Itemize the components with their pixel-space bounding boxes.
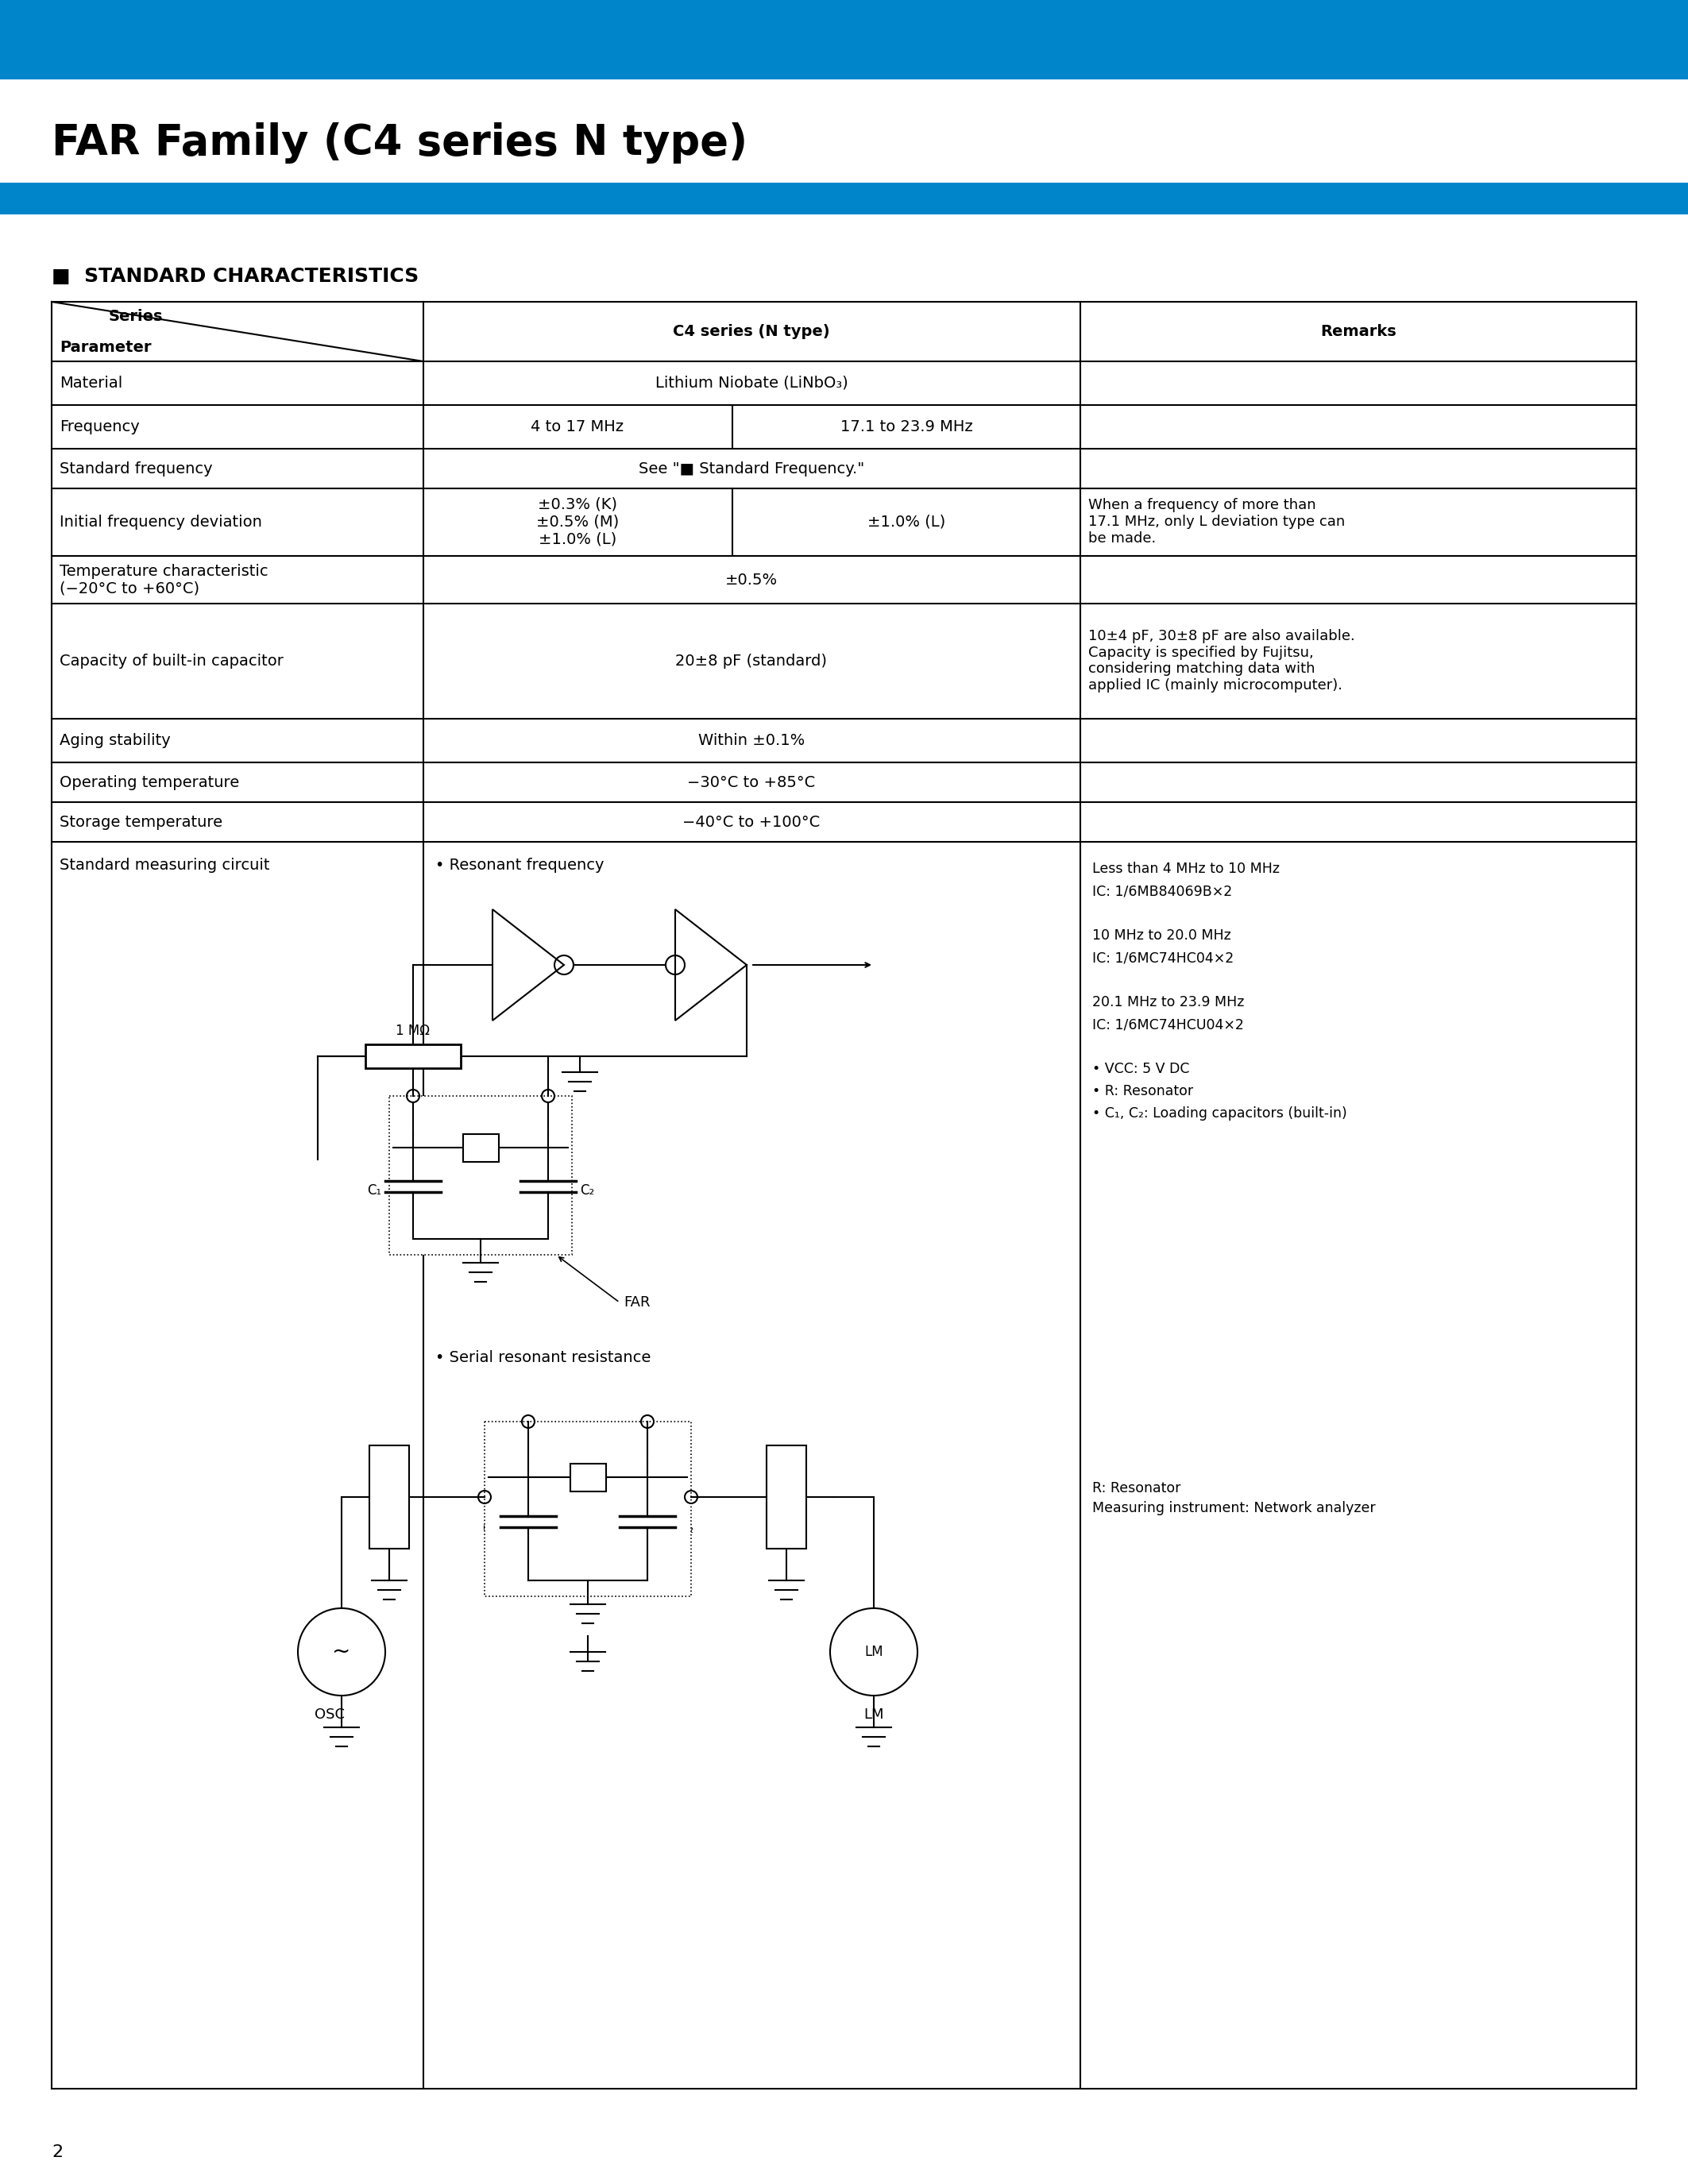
Bar (571, 1463, 606, 1492)
Text: • VCC: 5 V DC: • VCC: 5 V DC (1092, 1061, 1190, 1077)
Text: C₂: C₂ (679, 1522, 694, 1535)
Text: • Serial resonant resistance: • Serial resonant resistance (436, 1350, 652, 1365)
Text: 2: 2 (52, 2145, 62, 2160)
Text: FAR Family (C4 series N type): FAR Family (C4 series N type) (52, 122, 748, 164)
Bar (0, 183, 1688, 214)
Text: When a frequency of more than
17.1 MHz, only L deviation type can
be made.: When a frequency of more than 17.1 MHz, … (1089, 498, 1345, 546)
Text: Temperature characteristic
(−20°C to +60°C): Temperature characteristic (−20°C to +60… (59, 563, 268, 596)
Text: R: R (476, 1107, 486, 1123)
Text: Initial frequency deviation: Initial frequency deviation (59, 513, 262, 529)
Text: 17.1 to 23.9 MHz: 17.1 to 23.9 MHz (841, 419, 972, 435)
Text: LM: LM (864, 1645, 883, 1660)
Text: Series: Series (108, 308, 162, 323)
Text: 10 MHz to 20.0 MHz: 10 MHz to 20.0 MHz (1092, 928, 1231, 943)
Bar (365, 1044, 461, 1068)
Text: IC: 1/6MC74HCU04×2: IC: 1/6MC74HCU04×2 (1092, 1018, 1244, 1031)
Text: Aging stability: Aging stability (59, 732, 170, 747)
Text: 20.1 MHz to 23.9 MHz: 20.1 MHz to 23.9 MHz (1092, 996, 1244, 1009)
Text: ±1.0% (L): ±1.0% (L) (868, 513, 945, 529)
Text: C₁: C₁ (483, 1522, 496, 1535)
Text: 1 MΩ: 1 MΩ (397, 1024, 430, 1037)
Text: FAR: FAR (623, 1295, 650, 1310)
Text: R: R (582, 1431, 592, 1444)
Bar (0, 0, 1688, 79)
Text: Operating temperature: Operating temperature (59, 775, 240, 791)
Text: See "■ Standard Frequency.": See "■ Standard Frequency." (638, 461, 864, 476)
Text: • R: Resonator: • R: Resonator (1092, 1083, 1193, 1099)
Text: −30°C to +85°C: −30°C to +85°C (687, 775, 815, 791)
Text: Within ±0.1%: Within ±0.1% (699, 732, 805, 747)
Text: 75 Ω: 75 Ω (373, 1489, 405, 1505)
Text: • Resonant frequency: • Resonant frequency (436, 858, 604, 874)
Bar (484, 1422, 690, 1597)
Text: Standard frequency: Standard frequency (59, 461, 213, 476)
Text: ±0.3% (K)
±0.5% (M)
±1.0% (L): ±0.3% (K) ±0.5% (M) ±1.0% (L) (537, 496, 619, 546)
Text: 75 Ω: 75 Ω (771, 1489, 802, 1505)
Text: LM: LM (864, 1708, 885, 1721)
Text: Standard measuring circuit: Standard measuring circuit (59, 858, 270, 874)
Bar (390, 1096, 572, 1256)
Text: ~: ~ (333, 1640, 351, 1662)
Text: Parameter: Parameter (59, 339, 152, 354)
Text: IC: 1/6MB84069B×2: IC: 1/6MB84069B×2 (1092, 885, 1232, 898)
Text: OSC: OSC (314, 1708, 344, 1721)
Bar (766, 1446, 807, 1548)
Text: Storage temperature: Storage temperature (59, 815, 223, 830)
Text: Material: Material (59, 376, 123, 391)
Text: • C₁, C₂: Loading capacitors (built-in): • C₁, C₂: Loading capacitors (built-in) (1092, 1107, 1347, 1120)
Text: Lithium Niobate (LiNbO₃): Lithium Niobate (LiNbO₃) (655, 376, 847, 391)
Text: R: Resonator
Measuring instrument: Network analyzer: R: Resonator Measuring instrument: Netwo… (1092, 1481, 1376, 1516)
Text: C₂: C₂ (581, 1184, 594, 1197)
Bar (370, 1446, 408, 1548)
Text: 4 to 17 MHz: 4 to 17 MHz (532, 419, 625, 435)
Text: Capacity of built-in capacitor: Capacity of built-in capacitor (59, 653, 284, 668)
Text: IC: 1/6MC74HC04×2: IC: 1/6MC74HC04×2 (1092, 950, 1234, 965)
Bar (463, 1133, 500, 1162)
Text: 10±4 pF, 30±8 pF are also available.
Capacity is specified by Fujitsu,
consideri: 10±4 pF, 30±8 pF are also available. Cap… (1089, 629, 1355, 692)
Text: Remarks: Remarks (1320, 323, 1396, 339)
Text: C₁: C₁ (366, 1184, 381, 1197)
Text: ±0.5%: ±0.5% (726, 572, 778, 587)
Text: 20±8 pF (standard): 20±8 pF (standard) (675, 653, 827, 668)
Text: −40°C to +100°C: −40°C to +100°C (682, 815, 820, 830)
Text: Less than 4 MHz to 10 MHz: Less than 4 MHz to 10 MHz (1092, 863, 1280, 876)
Text: C4 series (N type): C4 series (N type) (674, 323, 830, 339)
Text: ■  STANDARD CHARACTERISTICS: ■ STANDARD CHARACTERISTICS (52, 266, 419, 286)
Text: Frequency: Frequency (59, 419, 140, 435)
